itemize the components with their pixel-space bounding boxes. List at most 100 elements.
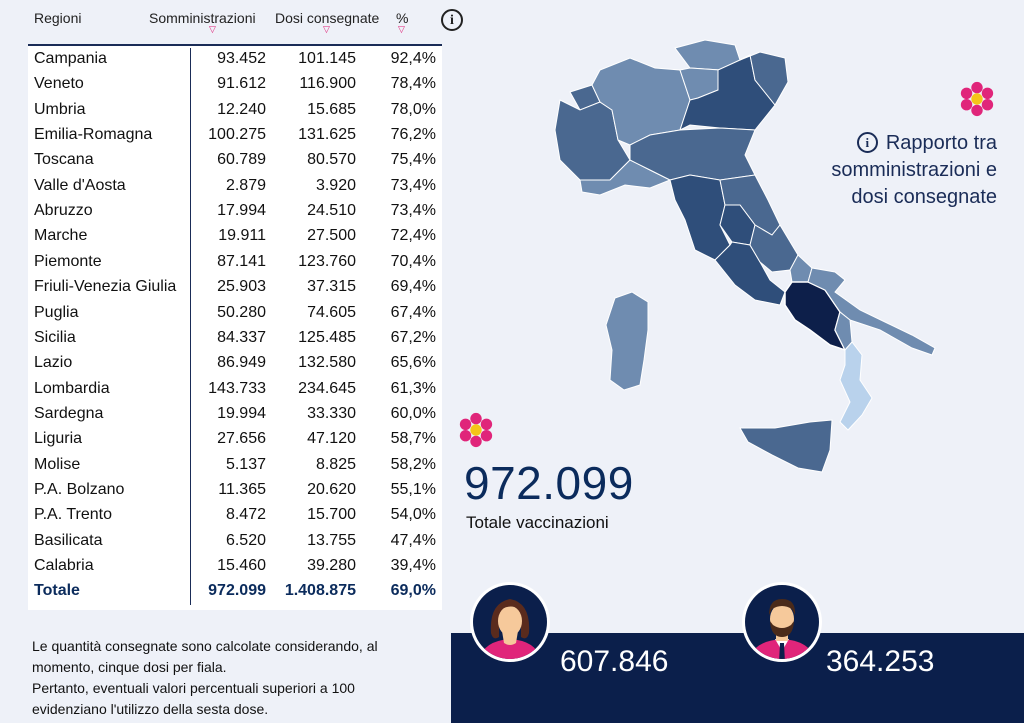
region-name: Campania <box>34 50 107 67</box>
dosi-value: 37.315 <box>307 278 356 296</box>
percent-value: 72,4% <box>390 227 436 245</box>
region-lazio <box>714 241 786 306</box>
table-row: Sardegna 19.994 33.330 60,0% <box>28 405 442 430</box>
percent-value: 65,6% <box>390 354 436 372</box>
region-name: Valle d'Aosta <box>34 176 126 194</box>
rapporto-line: dosi consegnate <box>851 186 997 208</box>
percent-value: 69,4% <box>390 278 436 296</box>
percent-value: 76,2% <box>390 126 436 144</box>
column-divider <box>190 48 191 605</box>
dosi-value: 33.330 <box>307 404 356 422</box>
somministrazioni-value: 19.994 <box>217 404 266 422</box>
percent-value: 67,2% <box>390 328 436 346</box>
region-calabria <box>839 341 873 431</box>
region-name: Veneto <box>34 75 84 93</box>
region-name: Piemonte <box>34 252 102 270</box>
percent-value: 54,0% <box>390 506 436 524</box>
dosi-value: 80.570 <box>307 151 356 169</box>
table-row: Piemonte 87.141 123.760 70,4% <box>28 253 442 278</box>
rapporto-line: i Rapporto tra <box>831 130 997 157</box>
region-name: Totale <box>34 582 80 600</box>
region-name: Abruzzo <box>34 202 93 220</box>
somministrazioni-value: 84.337 <box>217 328 266 346</box>
region-toscana <box>669 174 731 261</box>
women-count: 607.846 <box>560 645 669 678</box>
region-name: Puglia <box>34 303 79 321</box>
somministrazioni-value: 8.472 <box>225 506 266 524</box>
table-row: Veneto 91.612 116.900 78,4% <box>28 75 442 100</box>
dosi-value: 39.280 <box>307 557 356 574</box>
table-header: Regioni Somministrazioni ▽ Dosi consegna… <box>28 0 442 44</box>
region-name: P.A. Bolzano <box>34 480 125 498</box>
rapporto-line: somministrazioni e <box>831 159 997 181</box>
info-icon[interactable]: i <box>441 9 463 31</box>
dosi-value: 1.408.875 <box>284 582 356 600</box>
region-name: Lombardia <box>34 379 110 397</box>
somministrazioni-value: 86.949 <box>217 354 266 372</box>
table-row: Valle d'Aosta 2.879 3.920 73,4% <box>28 177 442 202</box>
dosi-value: 132.580 <box>298 354 356 372</box>
somministrazioni-value: 19.911 <box>218 227 266 245</box>
table-row: P.A. Bolzano 11.365 20.620 55,1% <box>28 481 442 506</box>
italy-map <box>554 39 936 473</box>
dosi-value: 15.700 <box>307 506 356 524</box>
footnote-line: Le quantità consegnate sono calcolate co… <box>32 638 378 654</box>
header-somministrazioni[interactable]: Somministrazioni <box>149 10 256 26</box>
region-name: Liguria <box>34 430 83 448</box>
table-row: Calabria 15.460 39.280 39,4% <box>28 557 442 582</box>
sort-dosi-icon[interactable]: ▽ <box>323 24 330 34</box>
total-vaccinations-value: 972.099 <box>464 457 634 509</box>
table-row: Basilicata 6.520 13.755 47,4% <box>28 532 442 557</box>
sort-somministrazioni-icon[interactable]: ▽ <box>209 24 216 34</box>
dosi-value: 125.485 <box>298 328 356 346</box>
info-icon[interactable]: i <box>856 132 878 153</box>
woman-avatar-icon <box>470 582 550 662</box>
table-row: Liguria 27.656 47.120 58,7% <box>28 430 442 455</box>
header-percent[interactable]: % <box>396 10 409 26</box>
percent-value: 67,4% <box>390 303 436 321</box>
somministrazioni-value: 93.452 <box>217 50 266 67</box>
percent-value: 78,4% <box>390 75 436 93</box>
flower-icon <box>459 412 493 448</box>
percent-value: 61,3% <box>390 379 436 397</box>
somministrazioni-value: 25.903 <box>217 278 266 296</box>
percent-value: 55,1% <box>390 480 436 498</box>
region-name: Molise <box>34 455 81 473</box>
table-row: Lazio 86.949 132.580 65,6% <box>28 354 442 379</box>
region-friuli <box>739 51 789 106</box>
dosi-value: 15.685 <box>307 100 356 118</box>
region-name: Marche <box>34 227 88 245</box>
region-name: P.A. Trento <box>34 506 112 524</box>
table-total-row: Totale 972.099 1.408.875 69,0% <box>28 582 442 607</box>
region-name: Umbria <box>34 100 86 118</box>
table-row: Puglia 50.280 74.605 67,4% <box>28 304 442 329</box>
sort-percent-icon[interactable]: ▽ <box>398 24 405 34</box>
table-row: Toscana 60.789 80.570 75,4% <box>28 151 442 176</box>
percent-value: 73,4% <box>390 176 436 194</box>
gender-bar <box>451 633 1024 723</box>
men-count: 364.253 <box>826 645 935 678</box>
region-name: Basilicata <box>34 531 103 549</box>
header-regioni[interactable]: Regioni <box>34 10 82 26</box>
region-name: Calabria <box>34 557 94 574</box>
percent-value: 78,0% <box>390 100 436 118</box>
total-vaccinations-label: Totale vaccinazioni <box>466 513 609 532</box>
region-name: Lazio <box>34 354 73 372</box>
percent-value: 73,4% <box>390 202 436 220</box>
table-row: Abruzzo 17.994 24.510 73,4% <box>28 202 442 227</box>
man-avatar-icon <box>742 582 822 662</box>
table-row: P.A. Trento 8.472 15.700 54,0% <box>28 506 442 531</box>
header-divider <box>28 44 442 46</box>
dosi-value: 24.510 <box>307 202 356 220</box>
table-row: Molise 5.137 8.825 58,2% <box>28 456 442 481</box>
percent-value: 47,4% <box>390 531 436 549</box>
dosi-value: 234.645 <box>298 379 356 397</box>
somministrazioni-value: 27.656 <box>217 430 266 448</box>
table-row: Emilia-Romagna 100.275 131.625 76,2% <box>28 126 442 151</box>
footnote-line: Pertanto, eventuali valori percentuali s… <box>32 680 355 696</box>
table-row: Sicilia 84.337 125.485 67,2% <box>28 329 442 354</box>
somministrazioni-value: 6.520 <box>225 531 266 549</box>
header-dosi-consegnate[interactable]: Dosi consegnate <box>275 10 380 26</box>
somministrazioni-value: 87.141 <box>217 252 266 270</box>
dosi-value: 116.900 <box>299 75 356 93</box>
